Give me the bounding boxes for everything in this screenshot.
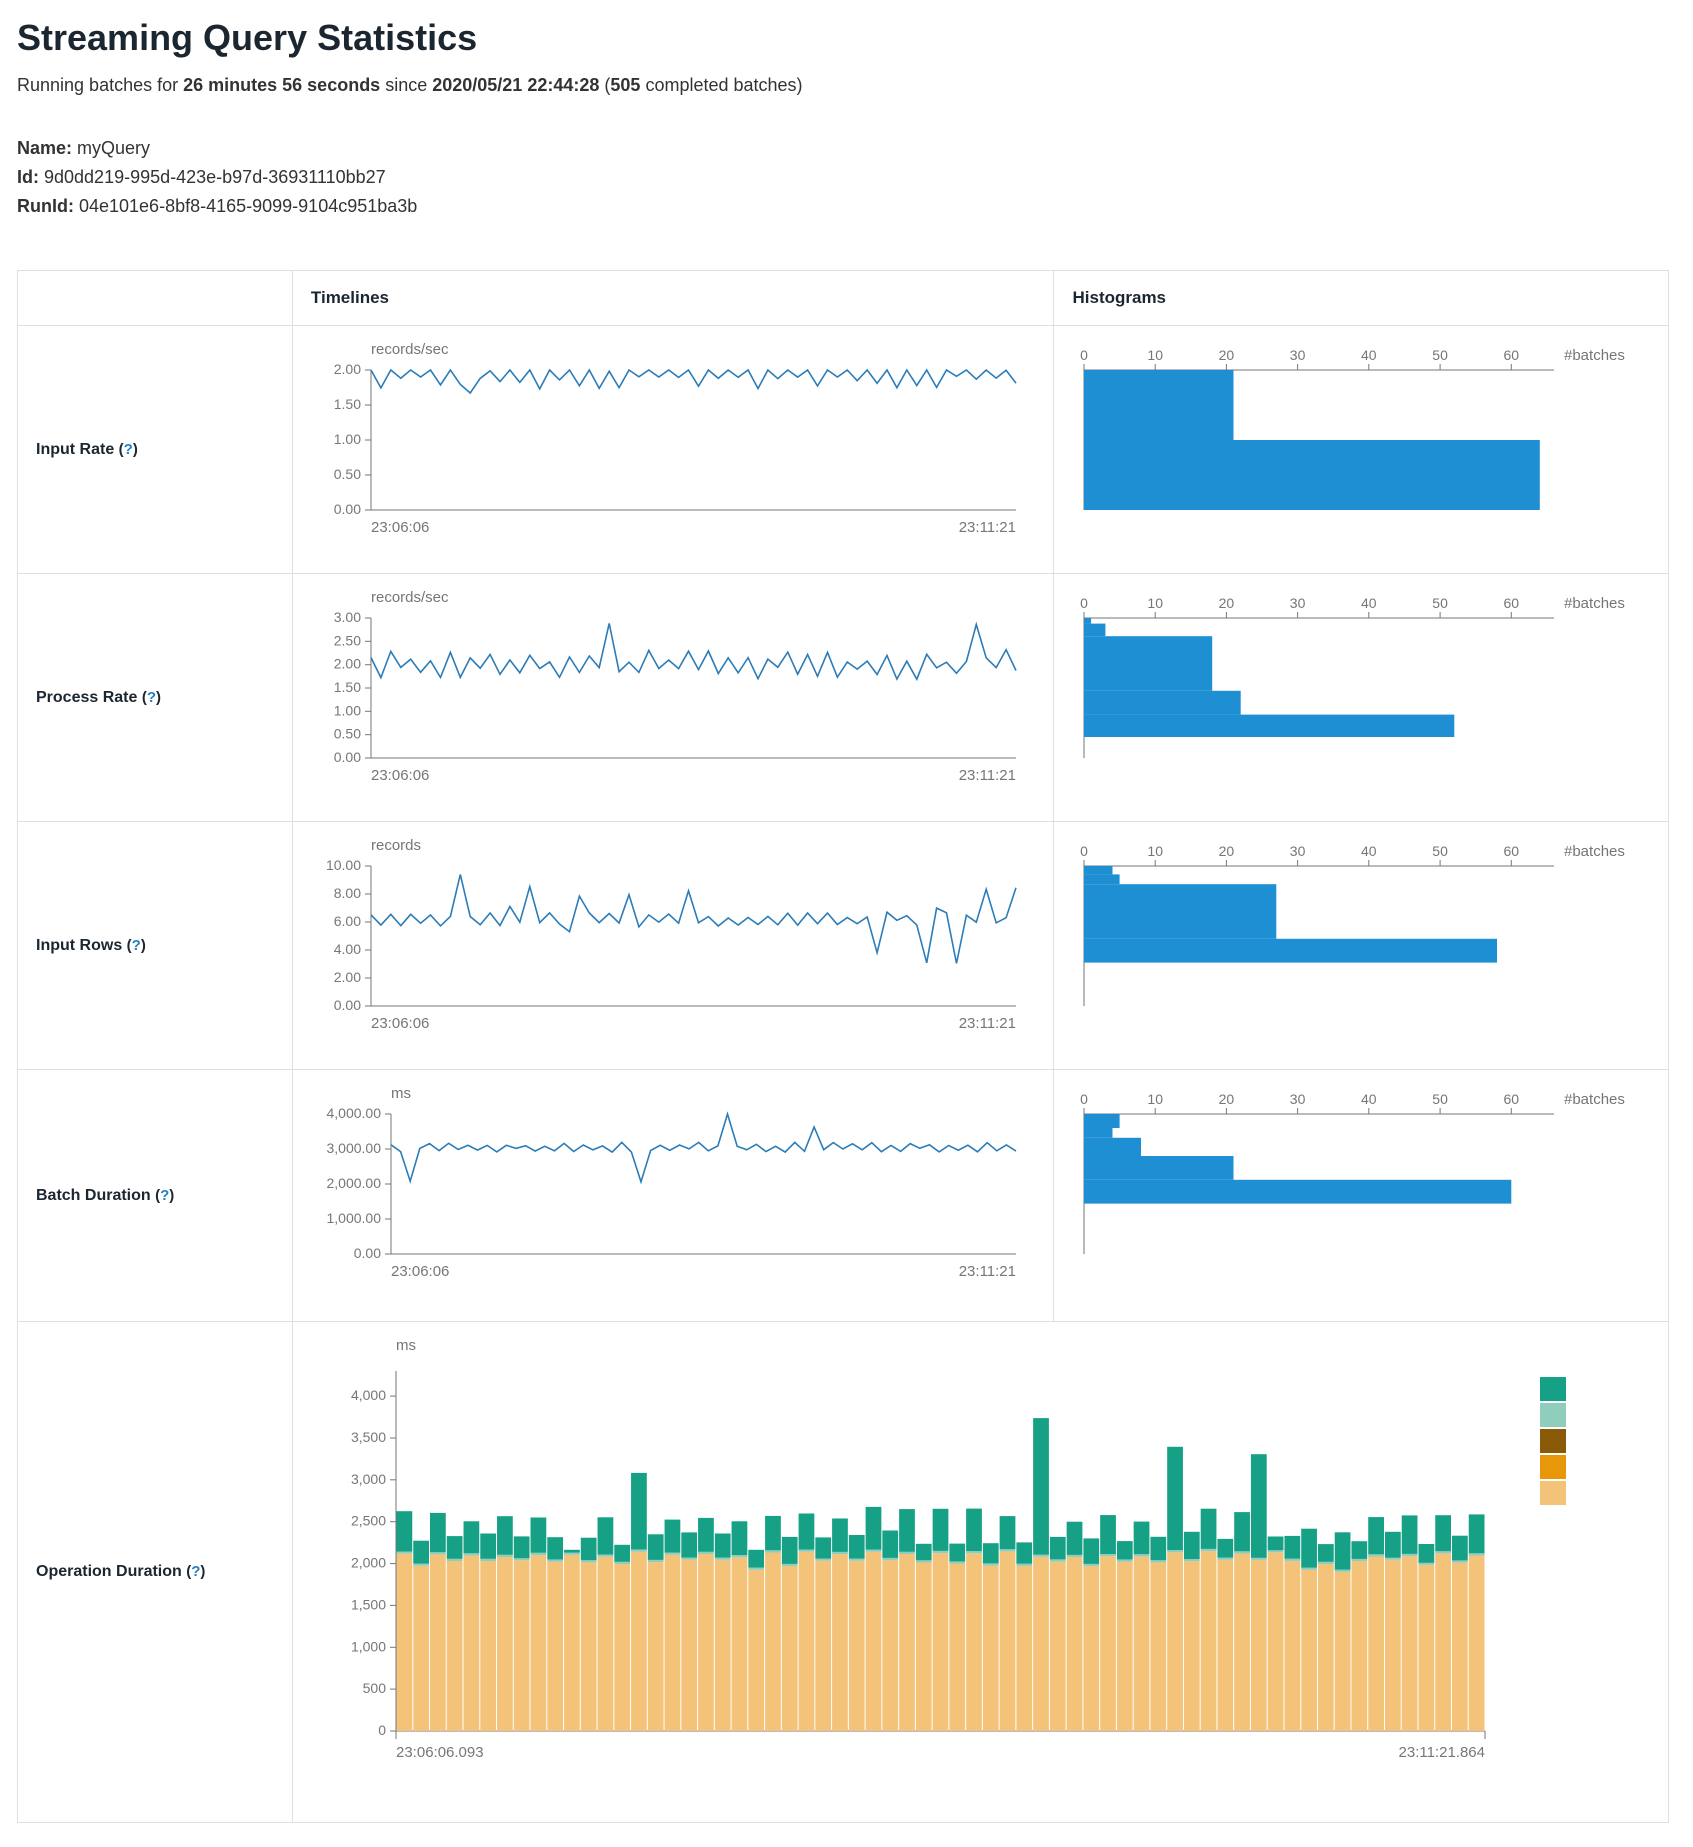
svg-text:4,000.00: 4,000.00: [326, 1105, 381, 1121]
svg-text:0: 0: [1081, 595, 1089, 611]
svg-text:23:11:21.864: 23:11:21.864: [1398, 1744, 1484, 1761]
svg-text:10: 10: [1148, 347, 1164, 363]
svg-text:1.00: 1.00: [334, 702, 361, 718]
svg-text:1.50: 1.50: [334, 396, 361, 412]
svg-text:2,000: 2,000: [351, 1555, 386, 1571]
svg-text:50: 50: [1433, 843, 1449, 859]
svg-text:10: 10: [1148, 843, 1164, 859]
svg-text:40: 40: [1361, 347, 1377, 363]
svg-text:23:11:21: 23:11:21: [959, 519, 1016, 536]
svg-text:50: 50: [1433, 595, 1449, 611]
svg-text:20: 20: [1219, 347, 1235, 363]
svg-text:23:06:06: 23:06:06: [371, 519, 429, 536]
svg-text:500: 500: [363, 1680, 387, 1696]
svg-text:1,500: 1,500: [351, 1596, 386, 1612]
svg-text:23:06:06: 23:06:06: [391, 1263, 449, 1280]
svg-text:0: 0: [1081, 843, 1089, 859]
svg-text:10.00: 10.00: [326, 857, 361, 873]
svg-text:40: 40: [1361, 843, 1377, 859]
svg-text:20: 20: [1219, 843, 1235, 859]
svg-text:6.00: 6.00: [334, 913, 361, 929]
svg-text:8.00: 8.00: [334, 885, 361, 901]
svg-text:3,000.00: 3,000.00: [326, 1140, 381, 1156]
svg-text:60: 60: [1504, 1091, 1520, 1107]
svg-text:2.00: 2.00: [334, 361, 361, 377]
svg-text:23:06:06: 23:06:06: [371, 767, 429, 784]
svg-text:23:06:06.093: 23:06:06.093: [396, 1744, 484, 1761]
svg-text:0.50: 0.50: [334, 726, 361, 742]
svg-text:10: 10: [1148, 1091, 1164, 1107]
svg-text:0.00: 0.00: [354, 1245, 381, 1261]
svg-text:4.00: 4.00: [334, 941, 361, 957]
svg-text:#batches: #batches: [1564, 347, 1625, 364]
svg-text:30: 30: [1290, 595, 1306, 611]
svg-text:60: 60: [1504, 843, 1520, 859]
svg-text:2.00: 2.00: [334, 656, 361, 672]
svg-text:2.00: 2.00: [334, 969, 361, 985]
svg-text:20: 20: [1219, 595, 1235, 611]
svg-text:23:06:06: 23:06:06: [371, 1015, 429, 1032]
svg-text:2,000.00: 2,000.00: [326, 1175, 381, 1191]
svg-text:ms: ms: [396, 1337, 416, 1354]
svg-text:records/sec: records/sec: [371, 341, 449, 358]
svg-text:0: 0: [1081, 1091, 1089, 1107]
svg-text:3.00: 3.00: [334, 609, 361, 625]
svg-text:#batches: #batches: [1564, 843, 1625, 860]
svg-text:20: 20: [1219, 1091, 1235, 1107]
svg-text:2,500: 2,500: [351, 1513, 386, 1529]
svg-text:1.50: 1.50: [334, 679, 361, 695]
svg-text:0: 0: [1081, 347, 1089, 363]
svg-text:0.00: 0.00: [334, 749, 361, 765]
svg-text:30: 30: [1290, 843, 1306, 859]
svg-text:0.00: 0.00: [334, 997, 361, 1013]
svg-text:23:11:21: 23:11:21: [959, 767, 1016, 784]
svg-text:1,000: 1,000: [351, 1638, 386, 1654]
svg-text:40: 40: [1361, 1091, 1377, 1107]
svg-text:records/sec: records/sec: [371, 589, 449, 606]
svg-text:0: 0: [378, 1722, 386, 1738]
svg-text:30: 30: [1290, 347, 1306, 363]
svg-text:60: 60: [1504, 347, 1520, 363]
svg-text:23:11:21: 23:11:21: [959, 1015, 1016, 1032]
svg-text:2.50: 2.50: [334, 632, 361, 648]
svg-text:50: 50: [1433, 347, 1449, 363]
svg-text:1.00: 1.00: [334, 431, 361, 447]
svg-text:1,000.00: 1,000.00: [326, 1210, 381, 1226]
svg-text:3,000: 3,000: [351, 1471, 386, 1487]
svg-text:30: 30: [1290, 1091, 1306, 1107]
svg-text:60: 60: [1504, 595, 1520, 611]
svg-text:#batches: #batches: [1564, 595, 1625, 612]
svg-text:10: 10: [1148, 595, 1164, 611]
svg-text:23:11:21: 23:11:21: [959, 1263, 1016, 1280]
svg-text:40: 40: [1361, 595, 1377, 611]
svg-text:records: records: [371, 837, 421, 854]
svg-text:0.00: 0.00: [334, 501, 361, 517]
svg-text:3,500: 3,500: [351, 1429, 386, 1445]
svg-text:50: 50: [1433, 1091, 1449, 1107]
svg-text:4,000: 4,000: [351, 1387, 386, 1403]
svg-text:#batches: #batches: [1564, 1091, 1625, 1108]
svg-text:ms: ms: [391, 1085, 411, 1102]
svg-text:0.50: 0.50: [334, 466, 361, 482]
